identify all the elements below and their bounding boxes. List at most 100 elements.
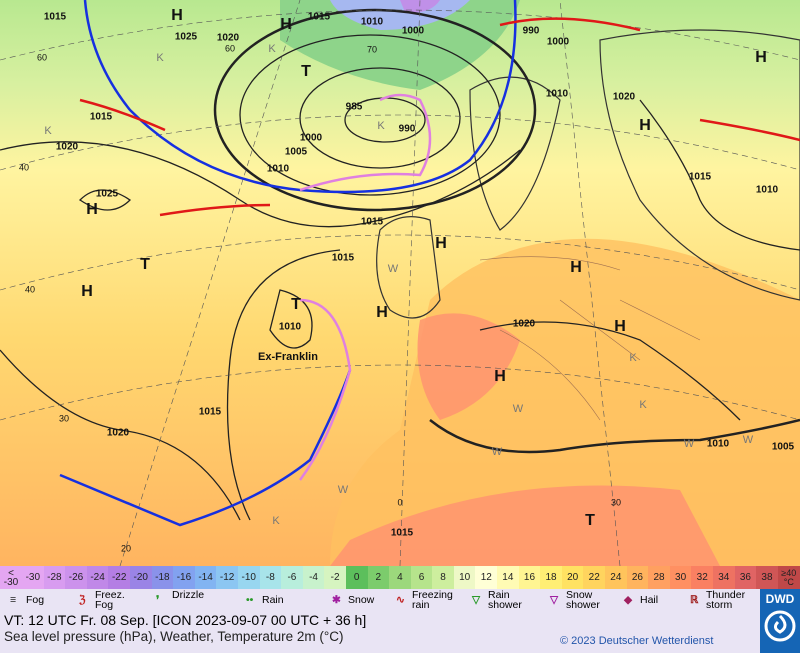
isobar-label: 1020: [513, 319, 536, 330]
air-mass-letter: W: [513, 403, 524, 415]
warm-front: [79, 17, 800, 217]
isobar-label: 1010: [267, 164, 290, 175]
pressure-center: H: [494, 368, 506, 385]
isobar-label: 1010: [361, 17, 384, 28]
grid-label: 70: [367, 44, 377, 54]
air-mass-letter: W: [743, 434, 754, 446]
scale-cell: 18: [540, 566, 562, 589]
scale-cell: 20: [561, 566, 584, 589]
scale-cell: 22: [583, 566, 606, 589]
borders: [479, 256, 701, 421]
scale-cell: 0: [345, 566, 368, 589]
scale-cell: -22: [108, 566, 130, 589]
scale-cell: -10: [237, 566, 260, 589]
scale-cell: -14: [194, 566, 217, 589]
scale-cell: 8: [432, 566, 454, 589]
isobar-label: 1010: [546, 89, 569, 100]
cold-region: [330, 0, 470, 30]
scale-cell: -12: [216, 566, 238, 589]
scale-high-text: °C: [783, 576, 794, 587]
scale-cell: 14: [497, 566, 519, 589]
scale-cell: -4: [302, 566, 325, 589]
grid-label: 60: [225, 43, 235, 53]
graticule: [0, 0, 800, 566]
legend-icon: ✱: [332, 594, 341, 606]
isobar-label: 1015: [689, 172, 712, 183]
scale-cell: -18: [151, 566, 174, 589]
isobar-label: 1000: [402, 26, 425, 37]
isobar-label: 1010: [756, 185, 779, 196]
scale-cell: 16: [518, 566, 541, 589]
legend-icon: ≡: [10, 594, 17, 606]
scale-low-text: -30: [3, 576, 19, 588]
pressure-center: H: [171, 7, 183, 24]
scale-cell: 38: [756, 566, 778, 589]
pressure-center: T: [291, 296, 301, 313]
legend-label: Snow shower: [566, 589, 600, 611]
legend-label: Fog: [26, 594, 45, 606]
cool-region: [280, 0, 520, 90]
scale-cell: -16: [173, 566, 195, 589]
scale-cell: 34: [713, 566, 735, 589]
air-mass-letter: K: [268, 43, 276, 55]
scale-cell: -20: [129, 566, 152, 589]
scale-cell: 12: [475, 566, 498, 589]
temperature-scale: < -30 -30 -28 -26 -24 -22 -20 -18 -16 -14 -12 -10 -8-…: [0, 566, 800, 589]
dwd-logo: DWD: [760, 589, 800, 653]
legend-label: Thunder storm: [706, 589, 746, 611]
occluded-front: [298, 93, 432, 481]
scale-cell: -30: [22, 566, 44, 589]
pressure-center: H: [376, 304, 388, 321]
scale-cell: -6: [281, 566, 303, 589]
pressure-center: H: [639, 117, 651, 134]
scale-cell: -8: [259, 566, 282, 589]
scale-cell: -2: [324, 566, 346, 589]
pressure-center: T: [140, 256, 150, 273]
isobar-label: 1015: [199, 407, 222, 418]
legend-label: Snow: [348, 594, 375, 606]
isobar-label: 1015: [44, 12, 67, 23]
scale-cell: 24: [605, 566, 627, 589]
isobar-label: 1020: [107, 428, 130, 439]
pressure-center: T: [585, 512, 595, 529]
legend-icon: ▽: [472, 594, 481, 606]
pressure-center: H: [570, 259, 582, 276]
legend-label: Rain: [262, 594, 284, 606]
scale-cell: 36: [734, 566, 757, 589]
isobar-label: 1015: [90, 112, 113, 123]
pressure-center: H: [614, 318, 626, 335]
isobar-label: 1020: [613, 92, 636, 103]
scale-low-text: <: [8, 567, 14, 579]
air-mass-letter: K: [156, 52, 164, 64]
air-mass-letter: K: [272, 515, 280, 527]
isobar-label: 1005: [772, 442, 795, 453]
legend-icon: ••: [246, 594, 254, 606]
scale-cell: 6: [410, 566, 433, 589]
pressure-center: H: [755, 49, 767, 66]
isobar-label: 1010: [279, 322, 302, 333]
scale-cell: 4: [389, 566, 411, 589]
scale-high-text: ≥40: [781, 567, 797, 578]
isobar-label: 1000: [547, 37, 570, 48]
isobar-label: 1015: [332, 253, 355, 264]
isobars: [0, 8, 800, 521]
air-mass-letter: K: [44, 125, 52, 137]
storm-name: Ex-Franklin: [258, 351, 318, 363]
scale-cell: 32: [691, 566, 713, 589]
scale-cell: 2: [367, 566, 390, 589]
product: Sea level pressure (hPa), Weather, Tempe…: [4, 629, 344, 644]
isobar-label: 990: [399, 124, 416, 135]
air-mass-letter: K: [377, 120, 385, 132]
pressure-center: H: [81, 283, 93, 300]
cold-front: [59, 369, 352, 527]
labels: 1015 1025 1020 1015 1010 1000 990 1000 1010 1020 9…: [19, 7, 795, 553]
legend-label: Hail: [640, 594, 659, 606]
scale-high: ≥40 °C: [777, 566, 800, 589]
scale-cell: -24: [86, 566, 109, 589]
legend-icon: ℨ: [79, 594, 86, 606]
legend-label: Freezing rain: [412, 589, 453, 611]
isobar-label: 1020: [217, 33, 240, 44]
grid-label: 0: [397, 497, 402, 507]
isobar-label: 1025: [175, 32, 198, 43]
